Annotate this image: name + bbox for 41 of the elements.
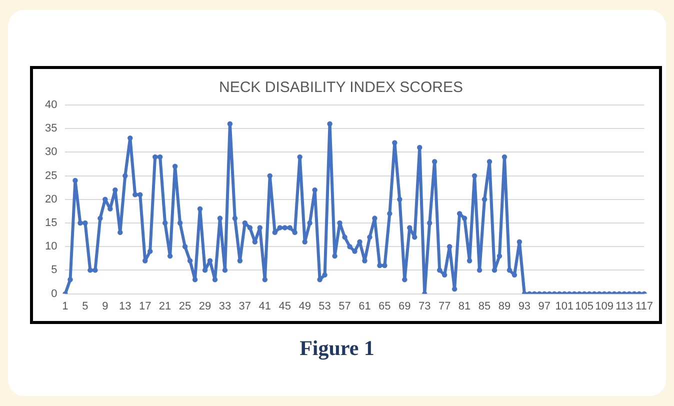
y-tick-label: 35	[44, 122, 58, 135]
x-tick-label: 85	[478, 300, 491, 312]
x-tick-label: 25	[178, 300, 192, 312]
x-tick-label: 73	[418, 300, 431, 312]
x-tick-label: 53	[318, 300, 331, 312]
y-tick-label: 25	[44, 170, 58, 182]
x-tick-label: 21	[158, 300, 172, 312]
y-tick-label: 15	[44, 217, 58, 230]
x-tick-label: 117	[635, 300, 654, 312]
x-tick-label: 33	[218, 300, 232, 312]
x-tick-label: 101	[555, 300, 574, 312]
x-tick-label: 89	[498, 300, 511, 312]
x-tick-label: 45	[278, 300, 291, 312]
caption: Figure 1	[298, 336, 376, 361]
x-tick-label: 65	[378, 300, 391, 312]
x-tick-label: 113	[615, 300, 634, 312]
x-tick-label: 5	[82, 300, 88, 312]
y-tick-label: 20	[44, 193, 58, 206]
x-tick-label: 37	[238, 300, 252, 312]
x-tick-label: 109	[595, 300, 614, 312]
x-tick-label: 41	[258, 300, 272, 312]
x-tick-label: 105	[575, 300, 594, 312]
y-tick-label: 5	[51, 264, 58, 276]
x-tick-label: 13	[119, 300, 132, 312]
x-tick-label: 17	[138, 300, 152, 312]
x-tick-label: 81	[458, 300, 471, 312]
y-tick-label: 40	[44, 99, 58, 112]
chart-title: NECK DISABILITY INDEX SCORES	[219, 79, 463, 96]
y-tick-label: 10	[44, 240, 58, 253]
x-tick-label: 57	[338, 300, 351, 312]
x-tick-label: 9	[102, 300, 108, 312]
y-tick-label: 30	[44, 146, 58, 158]
x-tick-label: 61	[358, 300, 371, 312]
x-tick-label: 97	[538, 300, 551, 312]
x-tick-label: 69	[398, 300, 411, 312]
y-tick-label: 0	[51, 288, 58, 300]
x-tick-label: 77	[438, 300, 451, 312]
x-tick-label: 29	[198, 300, 212, 312]
x-tick-label: 49	[298, 300, 311, 312]
x-tick-label: 1	[62, 300, 68, 312]
x-tick-label: 93	[518, 300, 531, 312]
